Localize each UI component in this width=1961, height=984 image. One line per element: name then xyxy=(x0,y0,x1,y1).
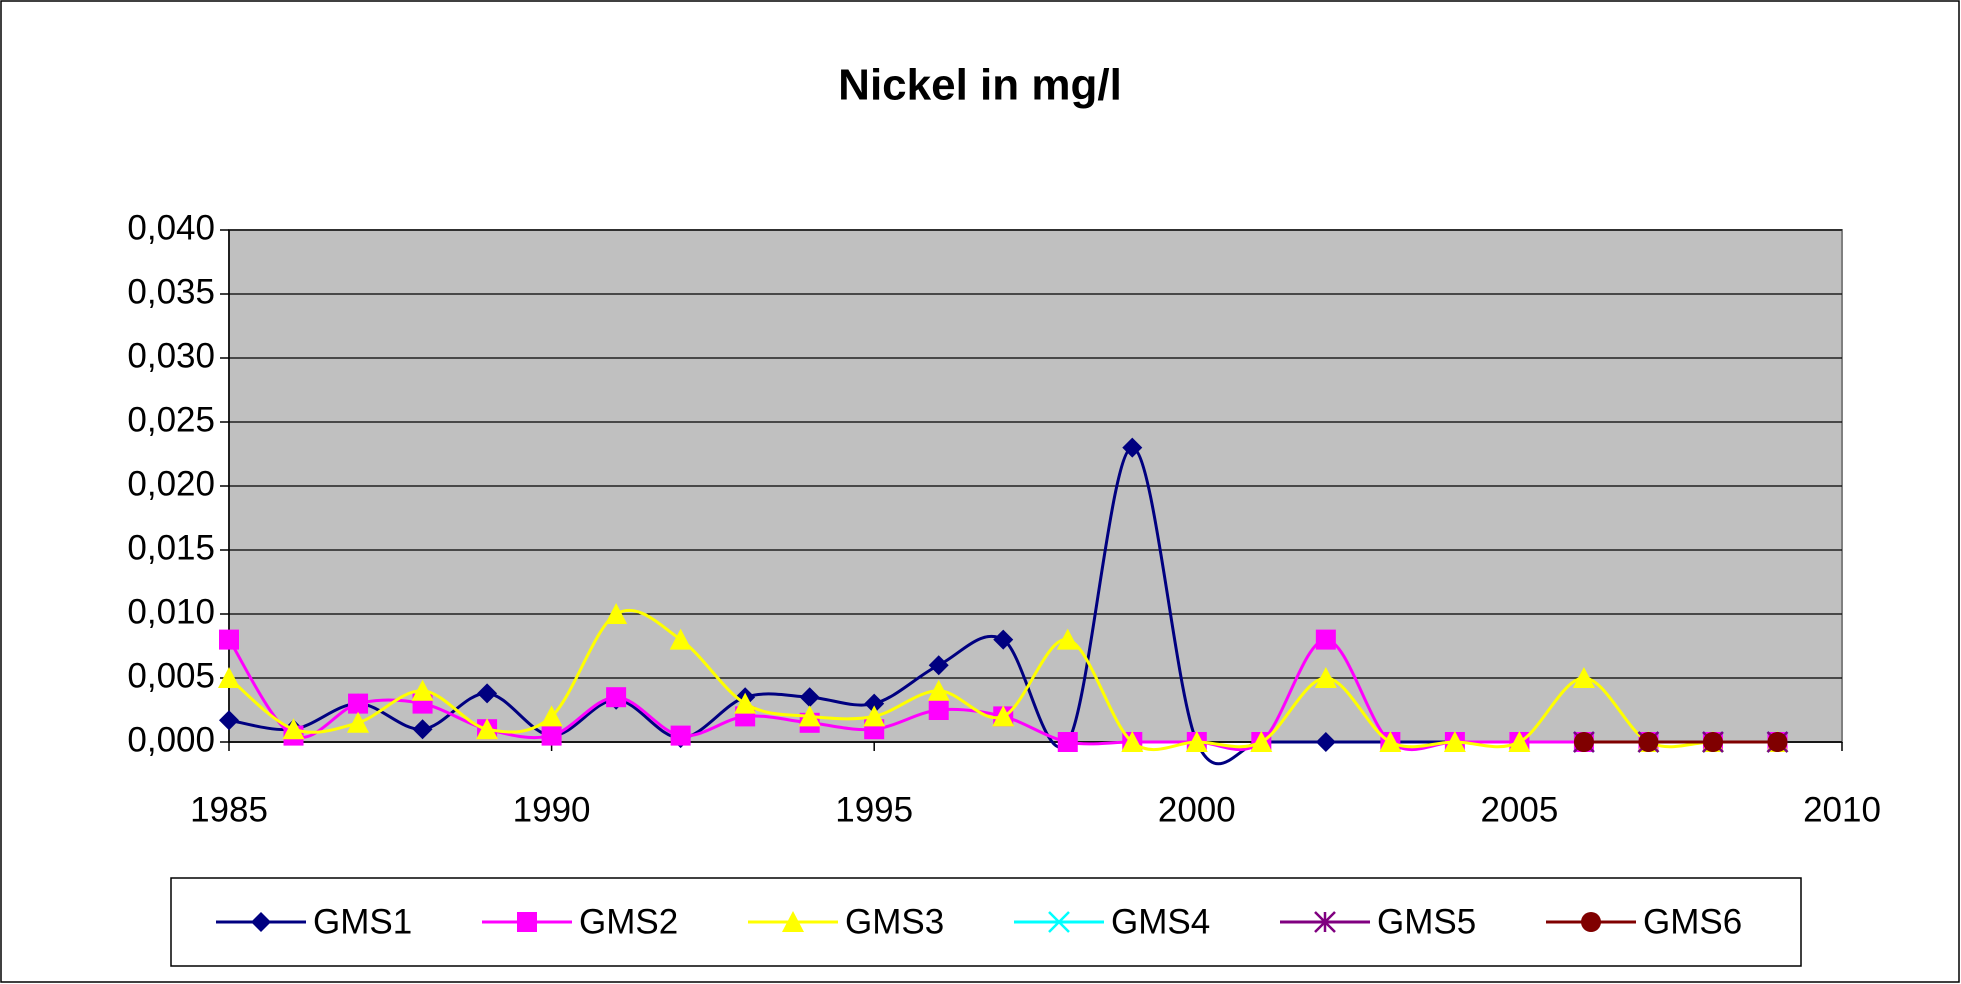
marker xyxy=(1057,732,1078,752)
legend-label: GMS6 xyxy=(1643,902,1742,941)
legend-marker xyxy=(782,911,804,932)
marker xyxy=(476,718,499,740)
marker xyxy=(992,705,1015,727)
chart-title: Nickel in mg/l xyxy=(838,61,1122,110)
marker xyxy=(1379,731,1402,752)
y-tick-label: 0,030 xyxy=(127,336,215,375)
marker xyxy=(540,705,563,727)
x-tick-label: 1985 xyxy=(190,790,268,829)
marker xyxy=(1443,731,1466,752)
x-tick-label: 2010 xyxy=(1803,790,1881,829)
marker xyxy=(1315,732,1336,752)
legend-label: GMS4 xyxy=(1111,902,1210,941)
marker xyxy=(864,693,885,714)
marker xyxy=(1767,732,1788,752)
marker xyxy=(1122,437,1143,458)
legend-label: GMS1 xyxy=(313,902,412,941)
x-tick-label: 2005 xyxy=(1480,790,1558,829)
marker xyxy=(412,719,433,740)
x-tick-label: 2000 xyxy=(1158,790,1236,829)
legend-box xyxy=(170,877,1802,967)
marker xyxy=(799,687,820,708)
y-tick-label: 0,020 xyxy=(127,464,215,503)
marker xyxy=(411,679,434,701)
marker xyxy=(1638,732,1659,752)
y-tick-label: 0,035 xyxy=(127,272,215,311)
legend-label: GMS2 xyxy=(579,902,678,941)
marker xyxy=(541,725,562,746)
marker xyxy=(993,629,1014,650)
y-tick-label: 0,015 xyxy=(127,528,215,567)
marker xyxy=(670,725,691,746)
legend-label: GMS5 xyxy=(1377,902,1476,941)
marker xyxy=(477,683,498,704)
marker xyxy=(1572,667,1595,688)
marker xyxy=(1185,731,1208,752)
x-tick-label: 1990 xyxy=(513,790,591,829)
marker xyxy=(605,603,628,624)
marker xyxy=(928,655,949,676)
marker xyxy=(1315,629,1336,650)
legend: GMS1 GMS2 GMS3 GMS4 GMS5 GMS6 xyxy=(170,877,1802,967)
y-tick-label: 0,040 xyxy=(127,208,215,247)
x-tick-label: 1995 xyxy=(835,790,913,829)
legend-marker xyxy=(1048,911,1070,933)
marker xyxy=(1250,731,1273,752)
marker xyxy=(282,718,305,740)
marker xyxy=(347,711,370,733)
marker xyxy=(1056,628,1079,650)
legend-marker xyxy=(251,912,271,932)
marker xyxy=(1508,731,1531,752)
marker xyxy=(219,629,239,650)
legend-label: GMS3 xyxy=(845,902,944,941)
marker xyxy=(798,705,821,727)
marker xyxy=(928,700,949,720)
marker xyxy=(734,692,757,714)
marker xyxy=(1121,731,1144,752)
marker xyxy=(348,693,369,714)
y-tick-label: 0,025 xyxy=(127,400,215,439)
marker xyxy=(1702,732,1723,752)
y-tick-label: 0,010 xyxy=(127,592,215,631)
marker xyxy=(927,679,950,701)
marker xyxy=(669,628,692,650)
marker xyxy=(1573,732,1594,752)
marker xyxy=(863,705,886,727)
marker xyxy=(606,687,627,708)
legend-marker xyxy=(1314,911,1336,933)
legend-marker xyxy=(1581,912,1601,932)
marker xyxy=(1314,667,1337,688)
y-tick-label: 0,005 xyxy=(127,656,215,695)
marker xyxy=(218,667,240,688)
legend-marker xyxy=(517,912,537,932)
y-tick-label: 0,000 xyxy=(127,720,215,759)
marker xyxy=(219,710,239,731)
